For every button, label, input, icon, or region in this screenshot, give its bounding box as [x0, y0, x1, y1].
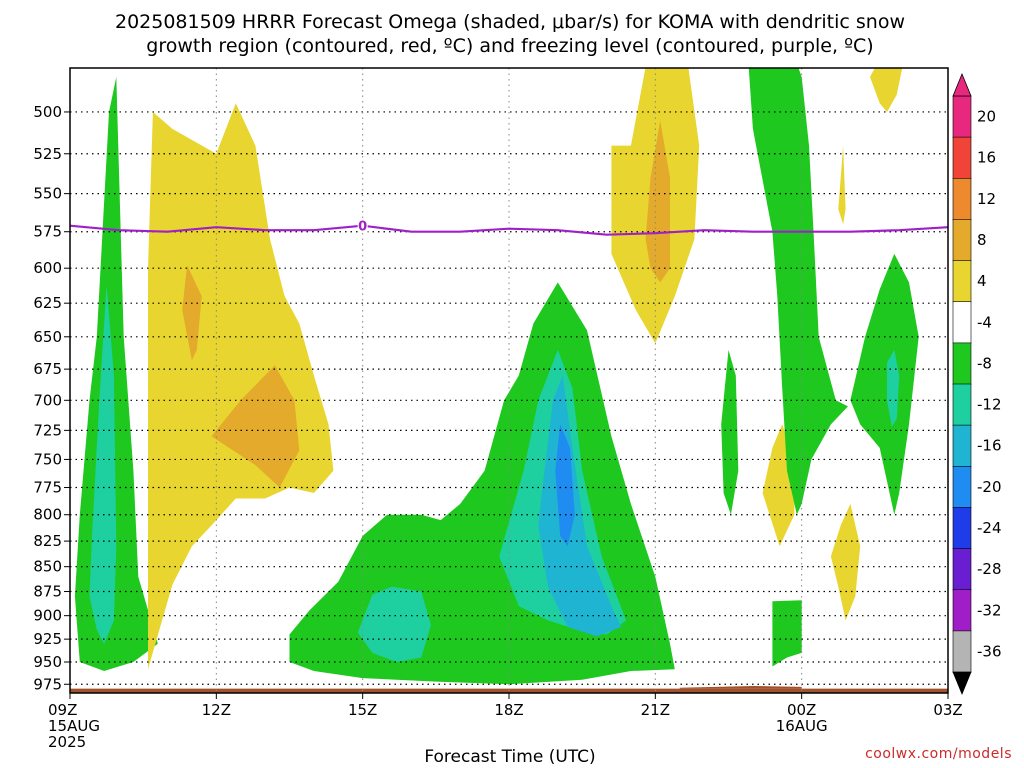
colorbar-label-9: -20: [977, 478, 1002, 496]
colorbar-label-3: 8: [977, 231, 987, 249]
x-tick-label-18-0: 03Z: [933, 701, 962, 719]
omega-region-9: [555, 424, 575, 547]
y-tick-label-825: 825: [33, 532, 62, 550]
omega-region-2: [148, 103, 334, 670]
y-tick-label-500: 500: [33, 103, 62, 121]
y-tick-label-650: 650: [33, 328, 62, 346]
ground-bump: [679, 686, 802, 689]
colorbar-swatch-6: [952, 342, 972, 385]
omega-region-14: [748, 68, 848, 515]
colorbar-swatch-13: [952, 630, 972, 673]
colorbar-label-7: -12: [977, 396, 1002, 414]
omega-region-1: [89, 285, 117, 644]
colorbar-swatch-5: [952, 301, 972, 344]
y-tick-label-750: 750: [33, 450, 62, 468]
omega-region-18: [830, 503, 861, 621]
colorbar-label-13: -36: [977, 642, 1002, 660]
chart-title-line1: 2025081509 HRRR Forecast Omega (shaded, …: [115, 11, 905, 33]
credit-text: coolwx.com/models: [865, 746, 1012, 762]
colorbar-top-arrow: [952, 72, 972, 97]
x-tick-label-6-0: 15Z: [348, 701, 377, 719]
colorbar-label-8: -16: [977, 437, 1002, 455]
omega-region-11: [645, 120, 670, 283]
y-tick-label-550: 550: [33, 185, 62, 203]
y-tick-label-925: 925: [33, 630, 62, 648]
colorbar-label-4: 4: [977, 272, 987, 290]
x-tick-label-15-0: 00Z: [787, 701, 816, 719]
colorbar-swatch-10: [952, 507, 972, 550]
y-tick-label-875: 875: [33, 583, 62, 601]
omega-region-12: [721, 349, 739, 515]
y-tick-label-600: 600: [33, 259, 62, 277]
y-tick-label-775: 775: [33, 479, 62, 497]
freezing-level-label: 0: [358, 220, 367, 235]
x-axis-label: Forecast Time (UTC): [424, 747, 595, 767]
colorbar: 20 16 12 8 4 -4 -8 -12 -16 -20 -24 -28 -32 -36: [952, 72, 1002, 696]
colorbar-label-0: 20: [977, 108, 996, 126]
colorbar-swatch-3: [952, 219, 972, 262]
y-axis-ticks: 500 525 550 575 600 625 650 675 700 725 750 775 800 8…: [33, 103, 70, 693]
colorbar-swatch-7: [952, 383, 972, 426]
omega-region-19: [838, 145, 846, 225]
x-tick-label-0-2: 2025: [48, 733, 86, 751]
x-tick-label-15-1: 16AUG: [776, 717, 828, 735]
plot-area: 0 500 525 550 575 600 625 650 675 700 725 750 775 80…: [33, 67, 963, 751]
y-tick-label-525: 525: [33, 145, 62, 163]
y-tick-label-675: 675: [33, 360, 62, 378]
x-tick-label-12-0: 21Z: [641, 701, 670, 719]
colorbar-label-5: -4: [977, 313, 992, 331]
colorbar-swatch-0: [952, 95, 972, 138]
freezing-level-contour: 0: [69, 218, 949, 236]
colorbar-swatch-1: [952, 136, 972, 180]
x-tick-label-9-0: 18Z: [494, 701, 523, 719]
chart-title-line2: growth region (contoured, red, ºC) and f…: [146, 35, 873, 57]
x-tick-label-0-0: 09Z: [48, 701, 77, 719]
colorbar-swatch-4: [952, 260, 972, 303]
colorbar-swatch-8: [952, 424, 972, 468]
y-tick-label-900: 900: [33, 607, 62, 625]
x-tick-label-3-0: 12Z: [202, 701, 231, 719]
colorbar-swatch-11: [952, 548, 972, 591]
colorbar-label-11: -28: [977, 560, 1002, 578]
y-tick-label-700: 700: [33, 391, 62, 409]
colorbar-bottom-arrow: [952, 671, 972, 696]
colorbar-label-6: -8: [977, 354, 992, 372]
omega-region-6: [357, 586, 431, 662]
colorbar-swatch-2: [952, 178, 972, 221]
y-tick-label-950: 950: [33, 653, 62, 671]
colorbar-label-10: -24: [977, 519, 1002, 537]
omega-region-15: [772, 600, 802, 667]
colorbar-label-12: -32: [977, 601, 1002, 619]
freezing-level-label-bg: [357, 218, 368, 233]
y-tick-label-725: 725: [33, 421, 62, 439]
colorbar-label-1: 16: [977, 149, 996, 167]
omega-region-4: [211, 365, 300, 488]
y-tick-label-800: 800: [33, 506, 62, 524]
colorbar-swatch-9: [952, 465, 972, 509]
y-tick-label-575: 575: [33, 223, 62, 241]
colorbar-label-2: 12: [977, 190, 996, 208]
freezing-level-line: [69, 224, 949, 236]
omega-region-16: [850, 253, 919, 515]
x-tick-label-0-1: 15AUG: [48, 717, 100, 735]
y-tick-label-625: 625: [33, 294, 62, 312]
colorbar-swatch-12: [952, 589, 972, 632]
y-tick-label-850: 850: [33, 558, 62, 576]
y-tick-label-975: 975: [33, 675, 62, 693]
omega-region-20: [870, 68, 903, 112]
omega-shaded-regions: [74, 68, 919, 685]
